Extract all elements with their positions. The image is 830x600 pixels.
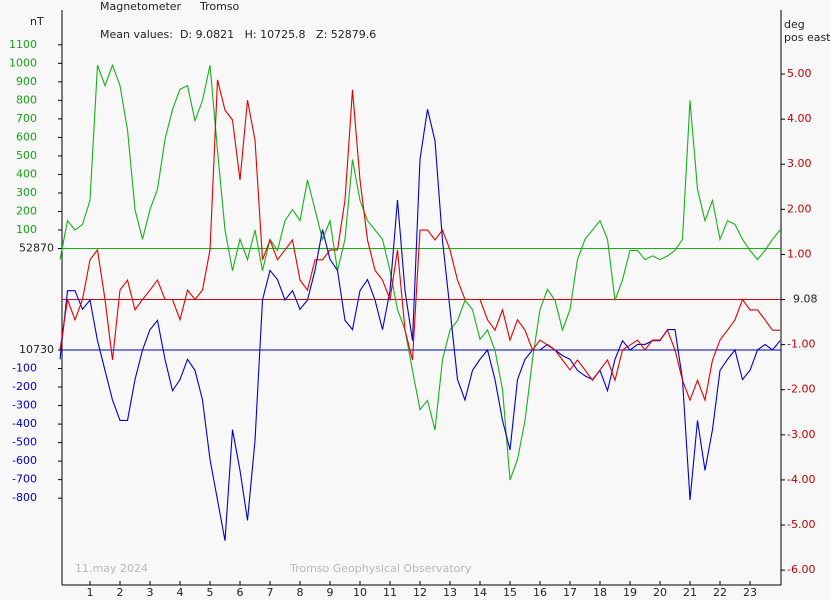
y-tick-label: 700 xyxy=(16,112,37,125)
x-tick-label: 10 xyxy=(353,586,367,599)
date-label: 11.may 2024 xyxy=(75,562,148,575)
x-tick-label: 23 xyxy=(743,586,757,599)
x-tick-label: 15 xyxy=(503,586,517,599)
y-tick-label: -100 xyxy=(12,362,37,375)
chart-title: Magnetometer xyxy=(100,0,182,13)
y-tick-label: 100 xyxy=(16,223,37,236)
x-tick-label: 13 xyxy=(443,586,457,599)
x-tick-label: 7 xyxy=(267,586,274,599)
y-tick-label: -400 xyxy=(12,417,37,430)
y2-tick-label: 9.08 xyxy=(793,293,818,306)
x-tick-label: 11 xyxy=(383,586,397,599)
y-tick-label: 400 xyxy=(16,167,37,180)
y2-tick-label: 4.00 xyxy=(787,112,812,125)
y-tick-label: 800 xyxy=(16,93,37,106)
x-tick-label: 8 xyxy=(297,586,304,599)
y-tick-label: -200 xyxy=(12,380,37,393)
y-tick-label: 500 xyxy=(16,149,37,162)
x-tick-label: 12 xyxy=(413,586,427,599)
annotation: Mean values: D: 9.0821 H: 10725.8 Z: 528… xyxy=(100,28,376,41)
y2-tick-label: -5.00 xyxy=(787,518,815,531)
x-tick-label: 14 xyxy=(473,586,487,599)
y-tick-label: 52870 xyxy=(19,242,54,255)
y2-axis-sublabel: pos east xyxy=(784,31,830,44)
series-line xyxy=(59,109,781,541)
chart-subtitle: Tromso xyxy=(199,0,240,13)
y2-tick-label: 3.00 xyxy=(787,157,812,170)
x-tick-label: 6 xyxy=(237,586,244,599)
x-tick-label: 3 xyxy=(147,586,154,599)
x-tick-label: 1 xyxy=(87,586,94,599)
y2-tick-label: 5.00 xyxy=(787,67,812,80)
y-tick-label: 1000 xyxy=(9,56,37,69)
y2-tick-label: -1.00 xyxy=(787,338,815,351)
y-tick-label: 600 xyxy=(16,130,37,143)
y-tick-label: 1100 xyxy=(9,38,37,51)
x-tick-label: 5 xyxy=(207,586,214,599)
y2-tick-label: -6.00 xyxy=(787,563,815,576)
y2-tick-label: -4.00 xyxy=(787,473,815,486)
y-tick-label: 300 xyxy=(16,186,37,199)
y-axis-label: nT xyxy=(30,15,44,28)
y2-tick-label: 2.00 xyxy=(787,202,812,215)
x-tick-label: 2 xyxy=(117,586,124,599)
y2-tick-label: 1.00 xyxy=(787,247,812,260)
x-tick-label: 17 xyxy=(563,586,577,599)
x-tick-label: 22 xyxy=(713,586,727,599)
x-tick-label: 21 xyxy=(683,586,697,599)
x-tick-label: 16 xyxy=(533,586,547,599)
y2-tick-label: -3.00 xyxy=(787,428,815,441)
y-tick-label: 10730 xyxy=(19,343,54,356)
x-tick-label: 19 xyxy=(623,586,637,599)
x-tick-label: 4 xyxy=(177,586,184,599)
y-tick-label: -500 xyxy=(12,436,37,449)
y-tick-label: -600 xyxy=(12,454,37,467)
source-label: Tromso Geophysical Observatory xyxy=(289,562,472,575)
series-line xyxy=(59,79,780,403)
x-tick-label: 18 xyxy=(593,586,607,599)
y-tick-label: -300 xyxy=(12,399,37,412)
y-tick-label: -800 xyxy=(12,491,37,504)
x-tick-label: 20 xyxy=(653,586,667,599)
y-tick-label: 900 xyxy=(16,75,37,88)
y-tick-label: 200 xyxy=(16,204,37,217)
series-line xyxy=(59,63,781,481)
y2-axis-label: deg xyxy=(784,18,805,31)
x-tick-label: 9 xyxy=(327,586,334,599)
y2-tick-label: -2.00 xyxy=(787,383,815,396)
y-tick-label: -700 xyxy=(12,473,37,486)
